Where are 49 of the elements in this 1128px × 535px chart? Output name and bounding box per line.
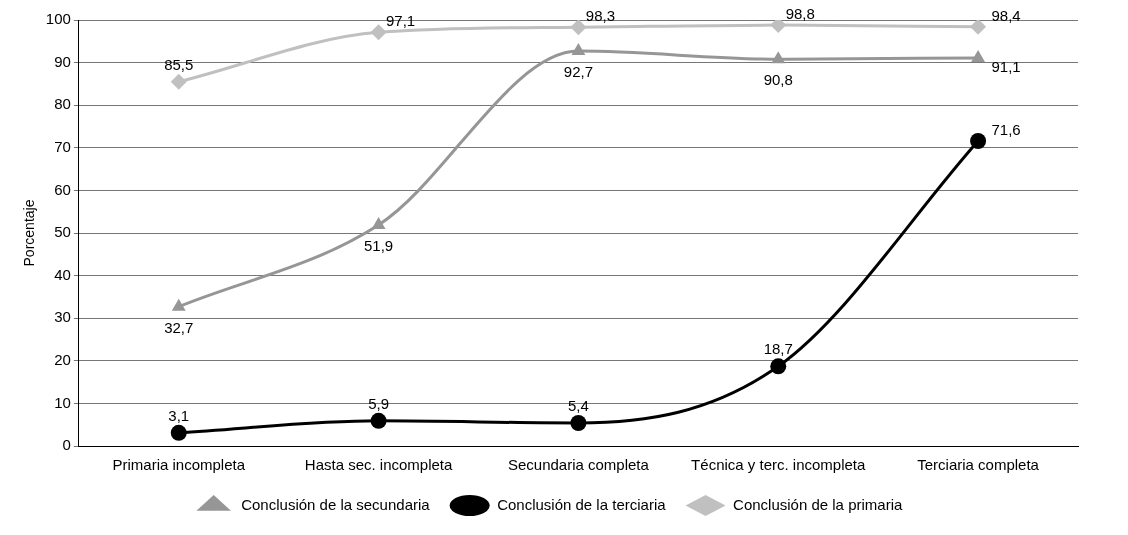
legend-label: Conclusión de la primaria xyxy=(733,495,903,513)
legend-label: Conclusión de la secundaria xyxy=(241,495,431,513)
y-tick-label: 0 xyxy=(62,436,71,454)
data-label: 92,7 xyxy=(563,63,594,81)
point xyxy=(970,132,987,149)
data-label: 18,7 xyxy=(763,340,793,358)
y-tick-label: 40 xyxy=(54,265,71,283)
data-label: 3,1 xyxy=(168,406,190,424)
data-label: 90,8 xyxy=(763,71,793,89)
y-tick-label: 50 xyxy=(54,223,71,241)
point xyxy=(570,415,587,431)
point xyxy=(770,358,787,375)
point xyxy=(971,49,986,62)
y-tick-label: 70 xyxy=(54,137,71,155)
x-tick-label: Técnica y terc. incompleta xyxy=(691,456,867,474)
data-label: 98,3 xyxy=(585,7,616,25)
data-label: 98,4 xyxy=(991,6,1021,24)
y-tick-label: 30 xyxy=(54,308,71,326)
point xyxy=(370,24,387,41)
point xyxy=(170,424,187,441)
point xyxy=(170,73,187,90)
legend-label: Conclusión de la terciaria xyxy=(497,495,667,513)
y-tick-label: 10 xyxy=(54,393,71,411)
y-tick-label: 90 xyxy=(54,52,71,70)
data-label: 51,9 xyxy=(363,237,394,255)
data-label: 5,9 xyxy=(368,395,390,413)
y-axis-title: Porcentaje xyxy=(21,199,38,267)
x-tick-label: Terciaria completa xyxy=(917,456,1040,474)
x-tick-label: Primaria incompleta xyxy=(112,456,246,474)
data-label: 71,6 xyxy=(991,121,1021,139)
y-tick-label: 80 xyxy=(54,95,71,113)
point xyxy=(171,298,186,311)
x-tick-label: Hasta sec. incompleta xyxy=(304,456,454,474)
data-label: 85,5 xyxy=(164,55,194,73)
point xyxy=(771,51,786,64)
point xyxy=(571,43,586,56)
y-tick-label: 60 xyxy=(54,180,71,198)
data-label: 5,4 xyxy=(567,397,589,415)
point xyxy=(371,216,386,229)
point xyxy=(370,412,387,429)
data-label: 91,1 xyxy=(991,58,1021,76)
data-label: 98,8 xyxy=(785,5,815,23)
data-label: 32,7 xyxy=(164,318,194,336)
point xyxy=(970,20,987,35)
x-tick-label: Secundaria completa xyxy=(507,456,650,474)
y-tick-label: 20 xyxy=(54,350,71,368)
data-label: 97,1 xyxy=(385,12,416,30)
point xyxy=(570,20,587,36)
y-tick-label: 100 xyxy=(45,10,71,28)
